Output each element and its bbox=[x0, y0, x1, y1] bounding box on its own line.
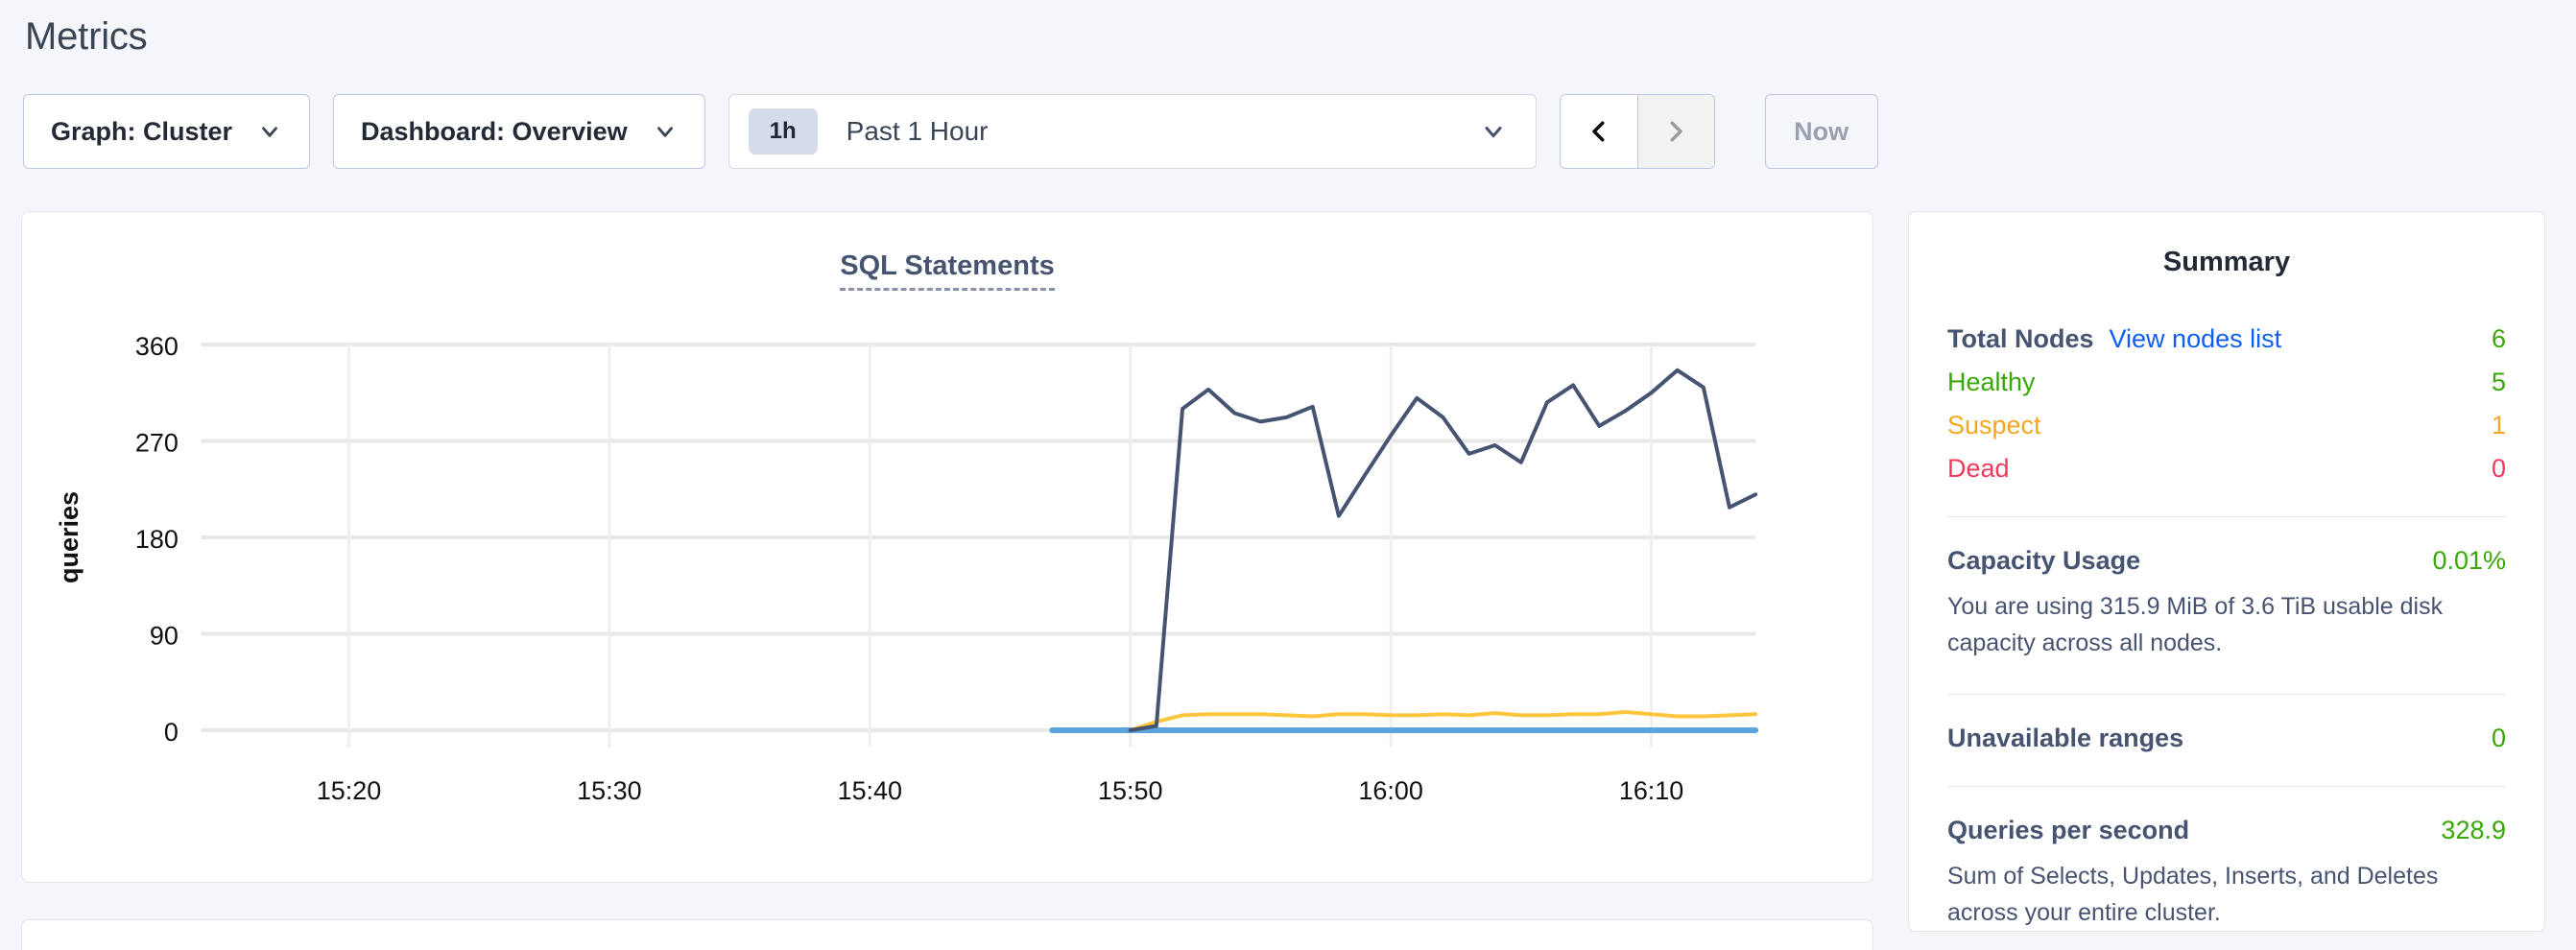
chevron-down-icon bbox=[262, 127, 277, 137]
capacity-description: You are using 315.9 MiB of 3.6 TiB usabl… bbox=[1947, 593, 2444, 656]
qps-label: Queries per second bbox=[1947, 816, 2190, 844]
chevron-right-icon bbox=[1670, 121, 1682, 142]
x-tick-label: 16:10 bbox=[1619, 776, 1683, 805]
chart-title: SQL Statements bbox=[22, 212, 1872, 291]
x-tick-label: 16:00 bbox=[1358, 776, 1422, 805]
x-tick-label: 15:20 bbox=[317, 776, 381, 805]
time-range-select[interactable]: 1h Past 1 Hour bbox=[727, 94, 1537, 169]
next-chart-card bbox=[21, 919, 1873, 950]
qps-value: 328.9 bbox=[2441, 816, 2506, 844]
y-tick-label: 0 bbox=[164, 718, 179, 747]
x-tick-label: 15:50 bbox=[1098, 776, 1162, 805]
qps-description: Sum of Selects, Updates, Inserts, and De… bbox=[1947, 863, 2439, 926]
healthy-label: Healthy bbox=[1947, 368, 2036, 396]
time-nav-prev-button[interactable] bbox=[1560, 95, 1637, 168]
y-tick-label: 360 bbox=[135, 332, 179, 361]
dead-label: Dead bbox=[1947, 454, 2010, 483]
summary-row-suspect: Suspect 1 bbox=[1947, 411, 2506, 440]
suspect-value: 1 bbox=[2491, 411, 2506, 439]
y-tick-label: 180 bbox=[135, 525, 179, 554]
chevron-down-icon bbox=[1485, 126, 1502, 138]
dashboard-select[interactable]: Dashboard: Overview bbox=[333, 94, 705, 169]
capacity-label: Capacity Usage bbox=[1947, 546, 2141, 575]
x-tick-label: 15:30 bbox=[577, 776, 641, 805]
x-tick-label: 15:40 bbox=[838, 776, 902, 805]
dashboard-select-label: Dashboard: Overview bbox=[361, 116, 628, 146]
summary-row-dead: Dead 0 bbox=[1947, 454, 2506, 484]
summary-row-unavailable-ranges: Unavailable ranges 0 bbox=[1947, 724, 2506, 753]
summary-card: Summary Total Nodes View nodes list 6 He… bbox=[1908, 211, 2545, 932]
summary-divider-1 bbox=[1947, 516, 2506, 517]
capacity-value: 0.01% bbox=[2432, 546, 2506, 575]
time-nav-group bbox=[1559, 94, 1715, 169]
chevron-left-icon bbox=[1591, 121, 1605, 142]
time-range-label: Past 1 Hour bbox=[846, 116, 989, 146]
summary-divider-2 bbox=[1947, 694, 2506, 695]
summary-row-qps: Queries per second 328.9 bbox=[1947, 816, 2506, 845]
summary-row-total-nodes: Total Nodes View nodes list 6 bbox=[1947, 324, 2506, 354]
view-nodes-list-link[interactable]: View nodes list bbox=[2109, 324, 2282, 353]
time-nav-next-button bbox=[1636, 95, 1714, 168]
suspect-label: Suspect bbox=[1947, 411, 2041, 439]
now-button: Now bbox=[1764, 94, 1878, 169]
total-nodes-label: Total Nodes bbox=[1947, 324, 2094, 353]
chart-svg: 0 90 180 270 360 15:20 15:30 15:40 15:50 16:00 16:… bbox=[55, 332, 1759, 805]
summary-title: Summary bbox=[2162, 247, 2291, 277]
chart-series-selects bbox=[1128, 710, 1758, 732]
unavailable-ranges-label: Unavailable ranges bbox=[1947, 724, 2184, 752]
summary-row-capacity: Capacity Usage 0.01% bbox=[1947, 546, 2506, 576]
summary-divider-3 bbox=[1947, 786, 2506, 787]
y-tick-label: 90 bbox=[150, 621, 179, 650]
chevron-down-icon bbox=[656, 127, 673, 137]
healthy-value: 5 bbox=[2491, 368, 2506, 396]
total-nodes-label-group: Total Nodes View nodes list bbox=[1947, 324, 2281, 354]
page-title: Metrics bbox=[25, 15, 148, 58]
graph-select-label: Graph: Cluster bbox=[51, 116, 233, 146]
y-tick-label: 270 bbox=[135, 428, 179, 457]
time-range-badge: 1h bbox=[748, 108, 818, 154]
unavailable-ranges-value: 0 bbox=[2491, 724, 2506, 752]
chart-title-text: SQL Statements bbox=[840, 250, 1055, 291]
chart-plot-area[interactable]: 0 90 180 270 360 15:20 15:30 15:40 15:50 16:00 16:… bbox=[22, 318, 1872, 855]
dead-value: 0 bbox=[2491, 454, 2506, 483]
chart-series-total-statements bbox=[1128, 368, 1758, 732]
toolbar: Graph: Cluster Dashboard: Overview 1h Pa… bbox=[21, 94, 2555, 169]
summary-row-healthy: Healthy 5 bbox=[1947, 368, 2506, 397]
graph-select[interactable]: Graph: Cluster bbox=[23, 94, 311, 169]
y-axis-title: queries bbox=[55, 491, 83, 583]
content-area: SQL Statements 0 90 180 270 360 15:20 15:30 15:… bbox=[21, 211, 2555, 932]
sql-statements-chart-card: SQL Statements 0 90 180 270 360 15:20 15:30 15:… bbox=[21, 211, 1873, 883]
total-nodes-value: 6 bbox=[2491, 324, 2506, 353]
